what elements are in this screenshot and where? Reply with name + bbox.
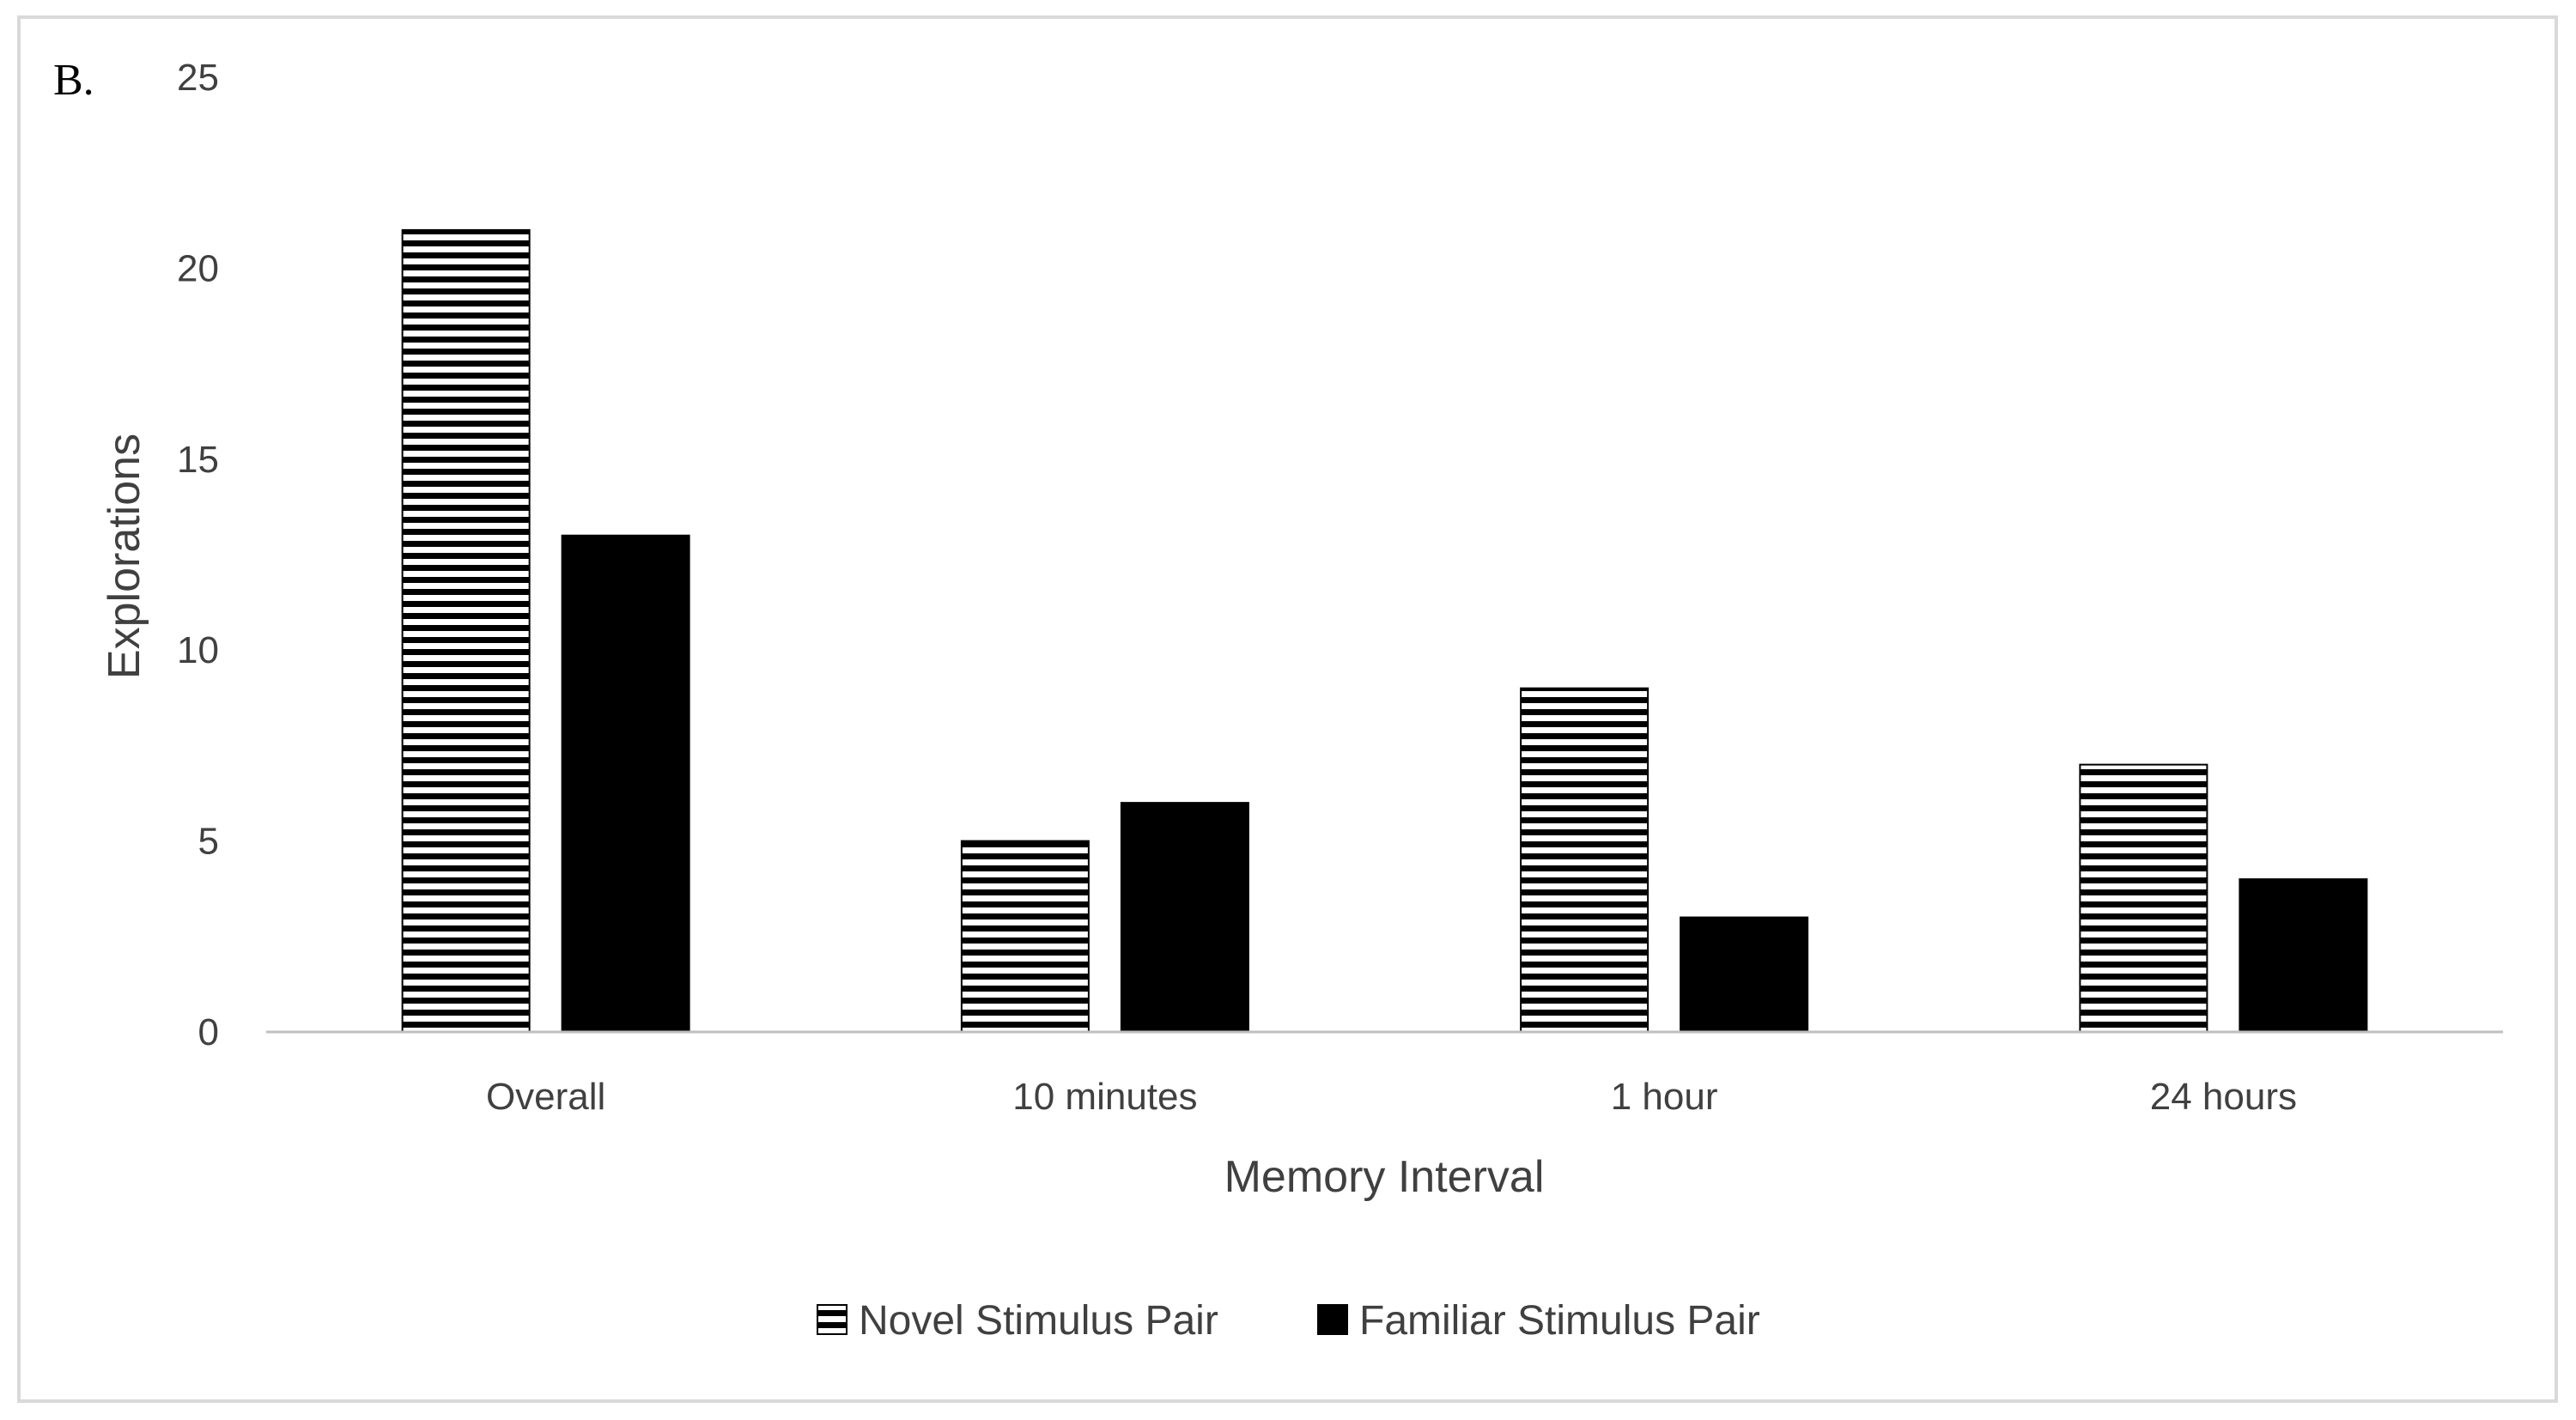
x-tick-label: 10 minutes [1012, 1076, 1197, 1118]
bar-novel [960, 840, 1090, 1033]
x-axis-ticks: Overall 10 minutes 1 hour 24 hours [486, 1076, 2297, 1118]
bar-familiar [1120, 802, 1249, 1033]
bar-novel [401, 228, 531, 1034]
bar-novel [2079, 763, 2208, 1033]
legend: Novel Stimulus Pair Familiar Stimulus Pai… [817, 1298, 1760, 1344]
y-tick-label: 20 [177, 247, 219, 289]
bars-group [401, 228, 2368, 1034]
legend-label-familiar: Familiar Stimulus Pair [1359, 1298, 1760, 1344]
y-axis-title: Explorations [100, 434, 149, 679]
y-axis-ticks: 0 5 10 15 20 25 [177, 57, 219, 1053]
y-tick-label: 25 [177, 57, 219, 99]
x-axis-title: Memory Interval [1224, 1152, 1545, 1202]
y-tick-label: 10 [177, 629, 219, 671]
y-tick-label: 0 [198, 1011, 219, 1053]
x-tick-label: Overall [486, 1076, 605, 1118]
panel-label: B. [53, 56, 94, 105]
y-tick-label: 5 [198, 821, 219, 863]
y-tick-label: 15 [177, 439, 219, 481]
bar-familiar [1680, 916, 1809, 1034]
bar-novel [1520, 687, 1649, 1033]
bar-familiar [561, 534, 690, 1033]
legend-label-novel: Novel Stimulus Pair [859, 1298, 1218, 1344]
bar-familiar [2239, 878, 2368, 1033]
legend-swatch-novel [817, 1304, 848, 1335]
x-tick-label: 24 hours [2150, 1076, 2297, 1118]
legend-swatch-familiar [1317, 1304, 1348, 1335]
x-tick-label: 1 hour [1611, 1076, 1718, 1118]
